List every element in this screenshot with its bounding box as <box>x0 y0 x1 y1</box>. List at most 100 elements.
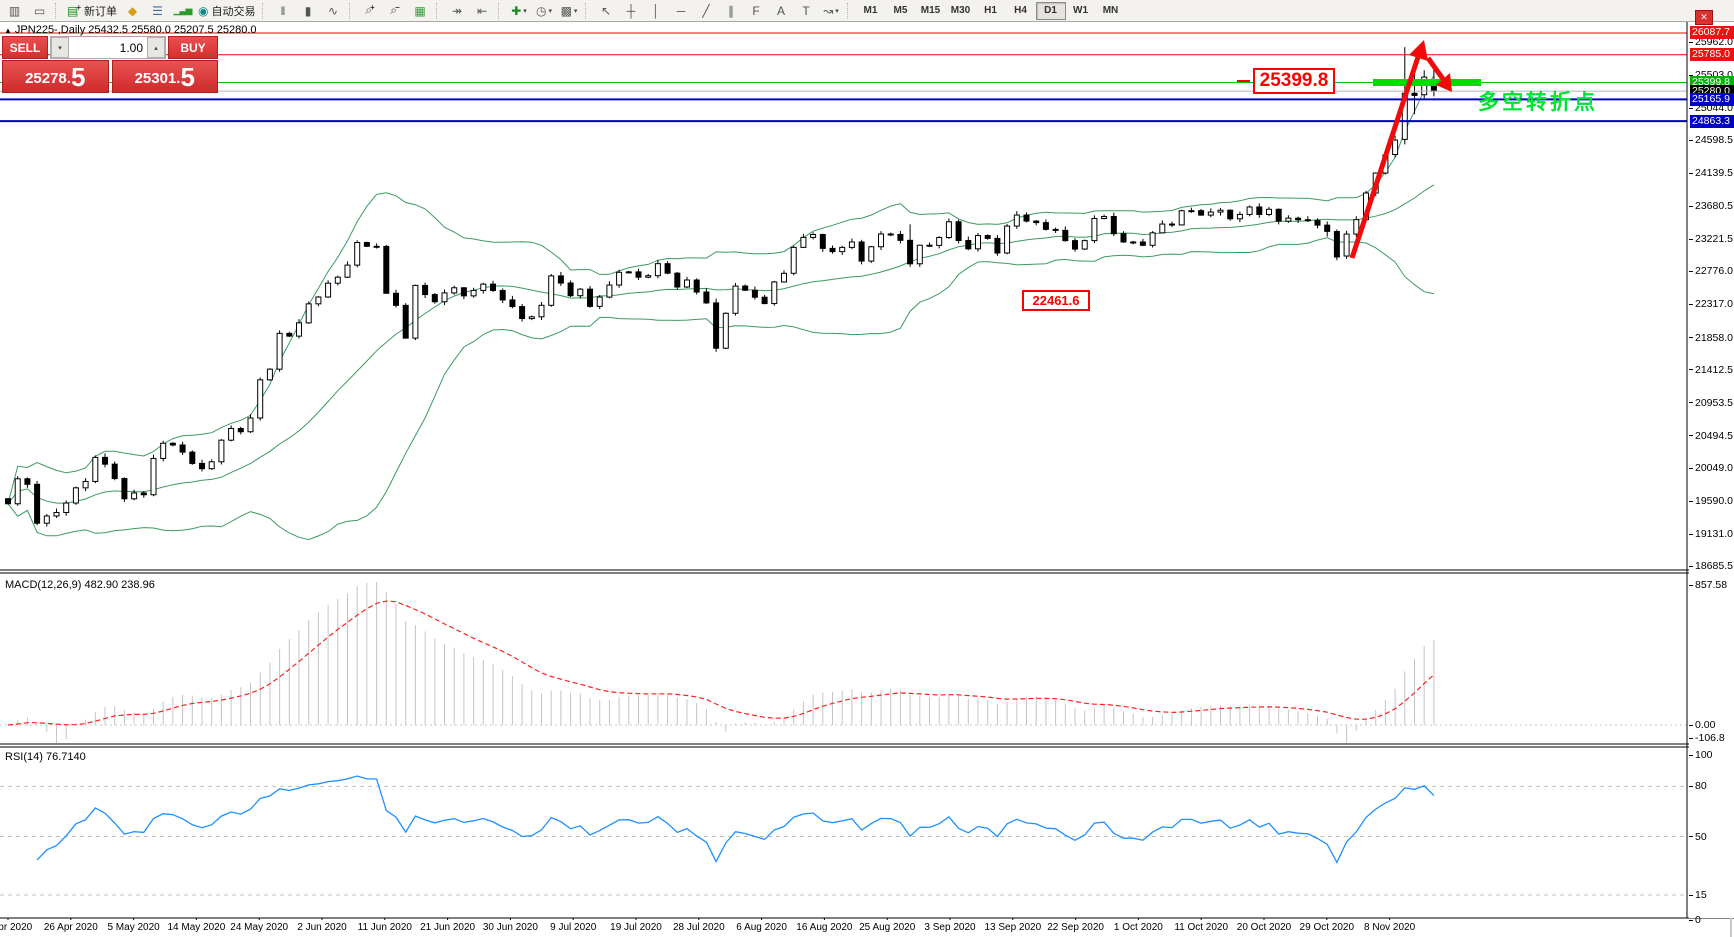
toolbar-separator <box>497 2 504 19</box>
text-label-icon[interactable]: T <box>802 3 810 18</box>
horizontal-line-icon[interactable]: ─ <box>676 3 686 18</box>
trade-buttons-row: SELL ▾ 1.00 ▴ BUY <box>2 36 218 59</box>
buy-price-big-digit: 5 <box>180 62 195 92</box>
fibonacci-icon[interactable]: F <box>752 3 760 18</box>
chart-close-button[interactable]: ✕ <box>1695 10 1713 25</box>
toolbar: ▥ ▭ ▤ + 新订单 ◆ ☰ ▁▃▅ ◉ 自动交易 ǁ ▮ ∿ ⌕ + ⌕ − ▦ ↠ ⇤ ✚ ▾ ◷ ▾ ▩ ▾ ↖ ┼ │ ─ ╱ ∥ F… <box>0 0 1734 22</box>
toolbar-separator <box>348 2 355 19</box>
rsi-scale-80: 80 <box>1689 780 1707 792</box>
price-scale[interactable]: 25962.025503.025044.024598.524139.523680… <box>1689 22 1734 926</box>
level-callout-25399: 25399.8 <box>1253 68 1335 94</box>
bar-chart-icon[interactable]: ǁ <box>280 3 286 18</box>
price-line-badge: 26087.7 <box>1690 26 1734 40</box>
sell-price-main: 25278. <box>25 70 71 87</box>
date-label: 1 Oct 2020 <box>1113 922 1163 933</box>
support-bar-annotation <box>1373 79 1481 86</box>
rsi-scale-50: 50 <box>1689 831 1707 843</box>
date-label: 19 Jul 2020 <box>610 922 662 933</box>
metaeditor-icon[interactable]: ◆ <box>127 3 138 18</box>
chart-title: ▲ JPN225-,Daily 25432.5 25580.0 25207.5 2… <box>4 24 257 36</box>
date-label: 26 Apr 2020 <box>43 922 98 933</box>
macd-signal-line <box>7 600 1435 726</box>
callout-dash <box>1237 80 1250 82</box>
volume-input[interactable]: 1.00 <box>119 40 143 55</box>
buy-price-main: 25301. <box>134 70 181 87</box>
data-window-icon[interactable]: ▭ <box>33 3 46 18</box>
price-line-badge: 24863.3 <box>1690 114 1734 128</box>
channel-icon[interactable]: ∥ <box>728 3 734 18</box>
toolbar-separator <box>435 2 442 19</box>
time-scale[interactable]: 6 Apr 2020 26 Apr 2020 5 May 2020 14 May 20… <box>0 920 1689 937</box>
timeframe-m5[interactable]: M5 <box>893 5 908 16</box>
volume-down-button[interactable]: ▾ <box>51 37 69 58</box>
toolbar-separator <box>584 2 591 19</box>
candlesticks <box>5 47 1437 527</box>
vertical-line-icon[interactable]: │ <box>652 3 660 18</box>
down-arrow-annotation <box>1425 56 1446 81</box>
price-scale-tick: 23221.5 <box>1689 233 1733 245</box>
candlestick-chart-icon[interactable]: ▮ <box>304 3 312 18</box>
date-label: 11 Oct 2020 <box>1174 922 1229 933</box>
macd-scale-max: 857.58 <box>1689 579 1727 591</box>
price-line-badge: 25785.0 <box>1690 48 1734 62</box>
price-scale-tick: 21858.0 <box>1689 332 1733 344</box>
trendline-icon[interactable]: ╱ <box>702 3 710 18</box>
zoom-out-icon[interactable]: ⌕ − <box>390 3 400 17</box>
new-order-button[interactable]: ▤ + 新订单 <box>67 3 118 18</box>
trade-prices-row: 25278. 5 25301. 5 <box>2 60 218 93</box>
buy-price[interactable]: 25301. 5 <box>111 60 218 93</box>
market-watch-icon[interactable]: ▥ <box>8 3 21 18</box>
zoom-in-icon[interactable]: ⌕ + <box>365 3 375 17</box>
date-label: 14 May 2020 <box>167 922 226 933</box>
sell-button[interactable]: SELL <box>2 36 48 59</box>
date-label: 8 Nov 2020 <box>1364 922 1416 933</box>
text-icon[interactable]: A <box>776 3 785 18</box>
date-label: 9 Jul 2020 <box>550 922 597 933</box>
line-chart-icon[interactable]: ∿ <box>327 3 339 18</box>
turning-point-note: 多空转折点 <box>1478 91 1598 114</box>
macd-label: MACD(12,26,9) 482.90 238.96 <box>5 579 155 591</box>
volume-up-button[interactable]: ▴ <box>147 37 165 58</box>
date-label: 28 Jul 2020 <box>672 922 725 933</box>
timeframe-m30[interactable]: M30 <box>950 5 971 16</box>
one-click-trading-panel: SELL ▾ 1.00 ▴ BUY 25278. 5 25301. 5 <box>2 36 218 94</box>
periods-button[interactable]: ◷ ▾ <box>536 3 552 18</box>
arrows-icon[interactable]: ↝ ▾ <box>823 3 839 18</box>
signals-icon[interactable]: ▁▃▅ <box>173 5 193 15</box>
autotrading-button[interactable]: ◉ 自动交易 <box>198 3 256 18</box>
date-label: 20 Oct 2020 <box>1236 922 1292 933</box>
timeframe-h4[interactable]: H4 <box>1014 5 1027 16</box>
templates-button[interactable]: ▩ ▾ <box>560 3 578 18</box>
price-scale-tick: 19131.0 <box>1689 528 1733 540</box>
date-label: 2 Jun 2020 <box>297 922 347 933</box>
volume-stepper: ▾ 1.00 ▴ <box>50 36 166 59</box>
price-scale-tick: 22317.0 <box>1689 298 1733 310</box>
date-label: 3 Sep 2020 <box>924 922 976 933</box>
date-label: 13 Sep 2020 <box>984 922 1042 933</box>
timeframe-h1[interactable]: H1 <box>984 5 997 16</box>
indicators-button[interactable]: ✚ ▾ <box>511 3 527 18</box>
auto-scroll-icon[interactable]: ↠ <box>451 3 463 18</box>
rsi-label: RSI(14) 76.7140 <box>5 751 86 763</box>
buy-button[interactable]: BUY <box>168 36 218 59</box>
timeframe-mn[interactable]: MN <box>1102 5 1119 16</box>
price-line-badge: 25165.9 <box>1690 92 1734 106</box>
timeframe-m1[interactable]: M1 <box>863 5 878 16</box>
tile-windows-icon[interactable]: ▦ <box>414 3 426 18</box>
price-scale-tick: 24598.5 <box>1689 134 1733 146</box>
accounts-icon[interactable]: ☰ <box>152 3 163 18</box>
timeframe-d1[interactable]: D1 <box>1035 1 1066 20</box>
rsi-scale-100: 100 <box>1689 749 1713 761</box>
symbol-marker-icon: ▲ <box>4 26 12 35</box>
price-scale-tick: 24139.5 <box>1689 167 1733 179</box>
price-scale-tick: 21412.5 <box>1689 364 1733 376</box>
timeframe-w1[interactable]: W1 <box>1073 5 1088 16</box>
crosshair-icon[interactable]: ┼ <box>626 3 636 18</box>
sell-price[interactable]: 25278. 5 <box>2 60 109 93</box>
chart-shift-icon[interactable]: ⇤ <box>476 3 488 18</box>
price-scale-tick: 18685.5 <box>1689 560 1733 572</box>
timeframe-m15[interactable]: M15 <box>920 5 941 16</box>
macd-histogram <box>17 582 1435 743</box>
cursor-icon[interactable]: ↖ <box>600 3 612 18</box>
